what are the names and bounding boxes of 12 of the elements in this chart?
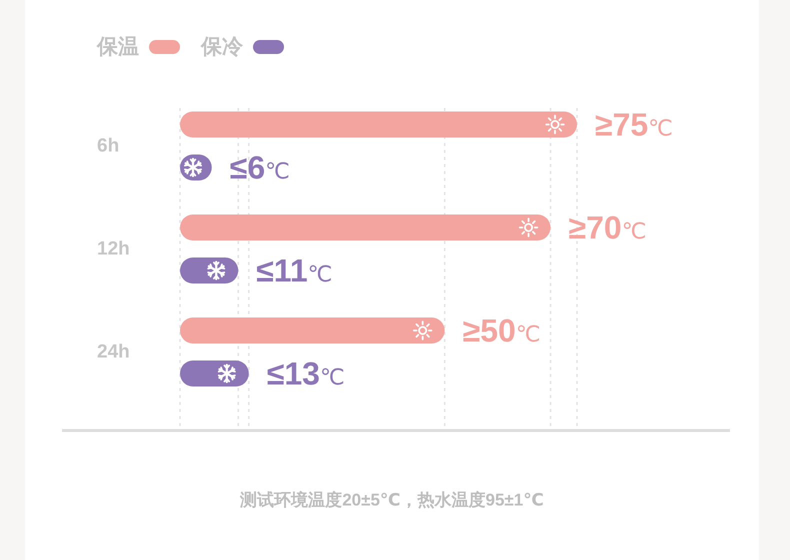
- annotation: 测试环境温度20±5℃，热水温度95±1℃: [240, 490, 544, 510]
- value-label: ≥70℃: [568, 210, 646, 246]
- value-label: ≤11℃: [256, 252, 332, 288]
- value-label: ≤6℃: [230, 150, 290, 186]
- legend-label: 保温: [97, 36, 139, 58]
- category-label: 24h: [97, 342, 130, 362]
- legend-label: 保冷: [201, 36, 243, 58]
- category-label: 12h: [97, 238, 130, 260]
- value-label: ≤13℃: [266, 356, 345, 392]
- category-label: 6h: [97, 136, 120, 156]
- value-label: ≥50℃: [462, 312, 541, 348]
- value-label: ≥75℃: [595, 106, 673, 142]
